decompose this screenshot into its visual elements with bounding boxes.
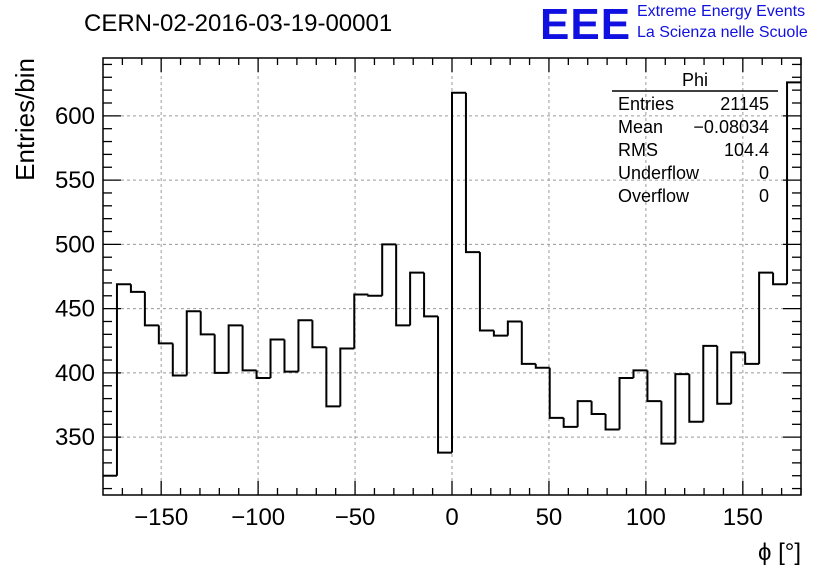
histogram-bin xyxy=(423,272,439,318)
histogram-bin xyxy=(199,311,215,336)
histogram-bin xyxy=(115,283,131,476)
histogram-bin xyxy=(381,243,397,296)
histogram-bin xyxy=(353,293,369,349)
x-tick-label: −100 xyxy=(231,504,285,531)
histogram-bin xyxy=(478,252,494,332)
histogram-bin xyxy=(520,321,536,365)
stats-value: 0 xyxy=(759,163,769,183)
x-tick-labels: −150 −100 −50 0 50 100 150 xyxy=(134,504,763,531)
histogram-bin xyxy=(409,271,425,326)
histogram-bin xyxy=(534,363,550,369)
stats-label: RMS xyxy=(618,140,658,160)
histogram-bin xyxy=(367,294,383,297)
histogram-bin xyxy=(646,370,662,403)
histogram-bin xyxy=(451,91,466,453)
y-tick-label: 500 xyxy=(55,231,95,258)
histogram-bin xyxy=(464,92,480,254)
eee-logo: EEE xyxy=(540,0,632,49)
histogram xyxy=(103,81,801,477)
x-axis-label: ϕ [°] xyxy=(758,539,801,566)
histogram-bin xyxy=(297,319,313,372)
y-tick-label: 600 xyxy=(55,103,95,130)
stats-box: Phi Entries 21145 Mean −0.08034 RMS 104.4 Under… xyxy=(612,70,778,206)
histogram-bin xyxy=(325,347,341,408)
histogram-bin xyxy=(227,324,243,373)
histogram-bin xyxy=(604,414,620,431)
histogram-bin xyxy=(688,374,704,423)
stats-label: Overflow xyxy=(618,186,690,206)
axis-ticks xyxy=(103,58,802,495)
histogram-bin xyxy=(185,310,201,376)
stats-label: Mean xyxy=(618,117,663,137)
histogram-bin xyxy=(744,352,760,365)
x-tick-label: −50 xyxy=(335,504,376,531)
stats-label: Underflow xyxy=(618,163,700,183)
histogram-bin xyxy=(241,325,257,372)
histogram-bin xyxy=(269,338,285,379)
histogram-bin xyxy=(157,325,173,345)
y-tick-label: 350 xyxy=(55,424,95,451)
y-tick-labels: 350 400 450 500 550 600 xyxy=(55,103,95,451)
histogram-bin xyxy=(618,377,634,430)
histogram-bin xyxy=(716,345,732,405)
stats-value: 104.4 xyxy=(724,140,769,160)
histogram-bin xyxy=(283,339,299,373)
histogram-bin xyxy=(562,417,578,428)
y-axis-label: Entries/bin xyxy=(10,58,40,181)
x-tick-label: 50 xyxy=(536,504,563,531)
histogram-bin xyxy=(548,367,564,419)
y-tick-label: 450 xyxy=(55,296,95,323)
histogram-bin xyxy=(506,320,522,336)
histogram-bin xyxy=(437,316,452,454)
x-tick-label: 100 xyxy=(626,504,666,531)
histogram-bin xyxy=(143,291,159,327)
stats-label: Entries xyxy=(618,94,674,114)
histogram-bin xyxy=(702,344,718,422)
x-tick-label: 150 xyxy=(723,504,763,531)
stats-title: Phi xyxy=(682,70,708,90)
y-tick-label: 550 xyxy=(55,167,95,194)
histogram-bin xyxy=(311,320,327,349)
histogram-bin xyxy=(255,370,271,380)
histogram-bin xyxy=(492,330,508,337)
histogram-bin xyxy=(674,373,690,444)
histogram-bin xyxy=(786,81,801,285)
histogram-bin xyxy=(171,343,187,377)
histogram-bin xyxy=(730,351,746,404)
histogram-bin xyxy=(339,347,355,407)
histogram-bin xyxy=(590,401,606,416)
x-tick-label: −150 xyxy=(134,504,188,531)
histogram-bin xyxy=(576,400,592,427)
histogram-bin xyxy=(660,401,676,445)
histogram-bin xyxy=(395,244,411,327)
y-tick-label: 400 xyxy=(55,360,95,387)
x-tick-label: 0 xyxy=(445,504,458,531)
histogram-bin xyxy=(213,334,229,374)
logo-subtitle-1: Extreme Energy Events xyxy=(637,3,806,20)
stats-value: −0.08034 xyxy=(693,117,769,137)
histogram-bin xyxy=(772,272,788,286)
histogram-bin xyxy=(758,271,774,364)
histogram-bin xyxy=(129,284,145,293)
stats-value: 0 xyxy=(759,186,769,206)
histogram-bin xyxy=(632,369,648,379)
stats-value: 21145 xyxy=(720,94,769,114)
logo-subtitle-2: La Scienza nelle Scuole xyxy=(637,24,808,41)
chart-title: CERN-02-2016-03-19-00001 xyxy=(84,10,393,37)
